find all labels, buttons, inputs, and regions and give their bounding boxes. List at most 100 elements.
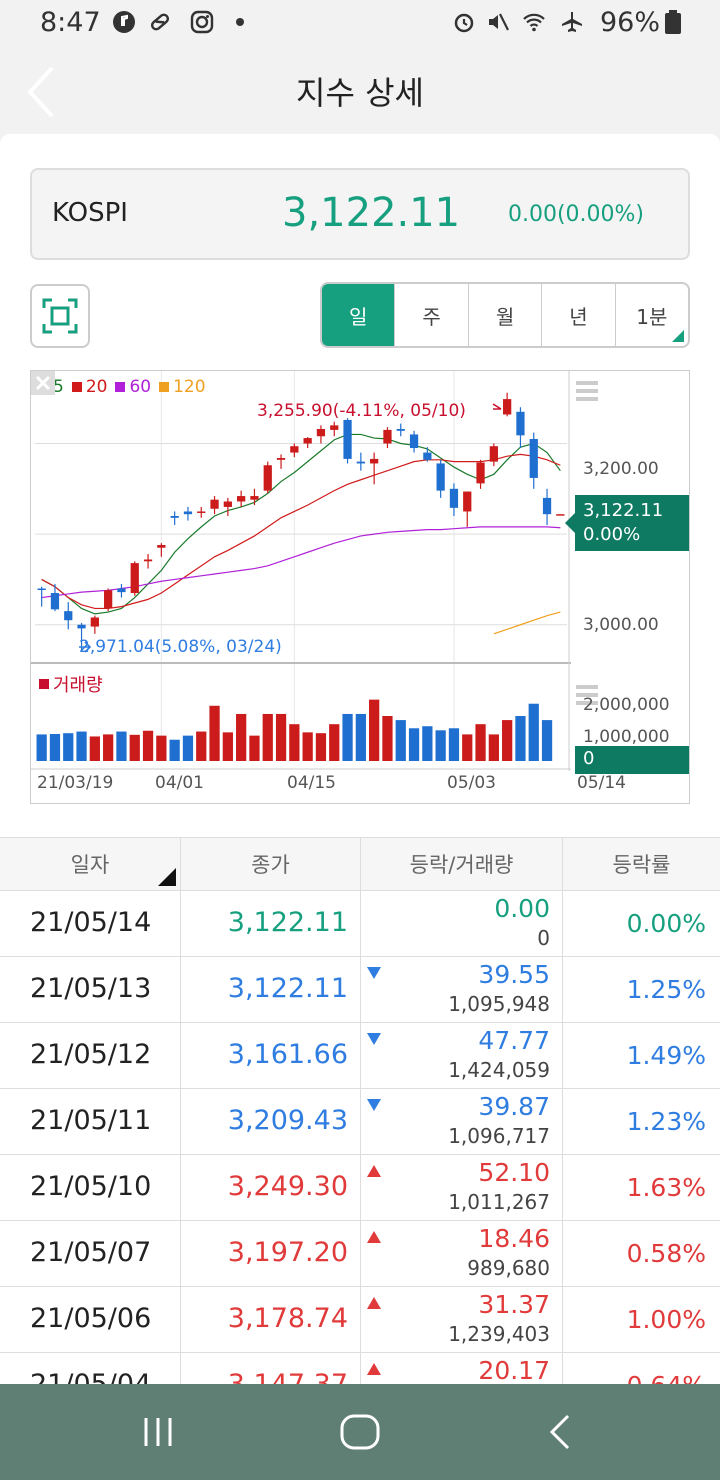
- cell-volume: 1,095,948: [448, 992, 550, 1016]
- x-tick: 05/14: [577, 773, 626, 793]
- daily-price-table: 일자 종가 등락/거래량 등락률 21/05/14 3,122.11 0.00 0 0.…: [0, 837, 720, 1384]
- volume-bar: [63, 733, 74, 761]
- x-tick: 04/15: [287, 773, 336, 793]
- low-arrow-icon: [79, 641, 92, 653]
- current-volume-tag: 0: [575, 746, 689, 774]
- table-row[interactable]: 21/05/12 3,161.66 47.77 1,424,059 1.49%: [0, 1023, 720, 1089]
- tab-daily[interactable]: 일: [322, 284, 395, 346]
- cell-volume: 1,239,403: [448, 1322, 550, 1346]
- tab-weekly[interactable]: 주: [394, 284, 467, 346]
- ma5-line: [41, 433, 561, 615]
- alarm-icon: [454, 13, 474, 33]
- table-row[interactable]: 21/05/14 3,122.11 0.00 0 0.00%: [0, 891, 720, 957]
- home-button[interactable]: [338, 1412, 382, 1452]
- legend-ma60: 60: [115, 377, 151, 397]
- cell-close: 3,147.37: [180, 1353, 360, 1384]
- candle-body: [37, 588, 46, 590]
- table-row[interactable]: 21/05/10 3,249.30 52.10 1,011,267 1.63%: [0, 1155, 720, 1221]
- volume-bar: [462, 734, 473, 761]
- x-tick: 05/03: [447, 773, 496, 793]
- cell-rate: 0.64%: [562, 1353, 720, 1384]
- volume-bar: [408, 728, 420, 761]
- volume-bar: [169, 739, 180, 761]
- price-ytick: 3,200.00: [583, 459, 659, 479]
- cell-close: 3,249.30: [180, 1155, 360, 1220]
- candle-body: [130, 563, 139, 594]
- index-change-pct: (0.00%): [556, 202, 644, 227]
- header-close[interactable]: 종가: [180, 838, 360, 890]
- candlestick-chart[interactable]: 5 20 60 120 3,255.90(-4.11%, 05/10) 2,97…: [30, 370, 690, 804]
- volume-bar: [435, 730, 446, 761]
- volume-bar: [382, 716, 393, 761]
- cell-rate: 0.00%: [562, 891, 720, 956]
- header-date[interactable]: 일자: [0, 838, 180, 890]
- cell-date: 21/05/13: [30, 973, 152, 1004]
- cell-close: 3,161.66: [180, 1023, 360, 1088]
- high-arrow-icon: [492, 403, 502, 410]
- index-change-amount: 0.00: [507, 202, 557, 227]
- screen-capture-button[interactable]: [30, 284, 90, 348]
- volume-bar: [329, 724, 340, 761]
- candle-body: [529, 438, 538, 478]
- cell-change: 31.37: [478, 1290, 550, 1319]
- cell-close: 3,209.43: [180, 1089, 360, 1154]
- cell-change-volume: 39.55 1,095,948: [360, 957, 562, 1022]
- volume-bar: [36, 734, 47, 761]
- candle-body: [383, 429, 392, 444]
- volume-bar: [342, 713, 353, 761]
- volume-bar: [528, 703, 539, 761]
- volume-bar: [262, 713, 273, 761]
- volume-ytick: 1,000,000: [583, 727, 670, 747]
- notification-dot-icon: [236, 18, 244, 26]
- status-time: 8:47: [40, 7, 101, 38]
- header-rate[interactable]: 등락률: [562, 838, 720, 890]
- cell-date: 21/05/04: [0, 1353, 180, 1384]
- table-row[interactable]: 21/05/06 3,178.74 31.37 1,239,403 1.00%: [0, 1287, 720, 1353]
- candle-body: [436, 463, 445, 491]
- airplane-icon: [562, 12, 582, 32]
- cell-volume: 0: [537, 926, 550, 950]
- table-row[interactable]: 21/05/13 3,122.11 39.55 1,095,948 1.25%: [0, 957, 720, 1023]
- candle-body: [183, 511, 193, 515]
- candle-body: [210, 499, 219, 509]
- back-button[interactable]: [20, 62, 68, 122]
- volume-bar: [475, 724, 486, 761]
- cell-rate: 1.63%: [562, 1155, 720, 1220]
- candle-body: [370, 458, 379, 464]
- chart-menu-icon: [576, 397, 598, 401]
- candle-body: [290, 446, 299, 453]
- volume-ytick: 2,000,000: [583, 695, 670, 715]
- back-nav-button[interactable]: [542, 1412, 582, 1452]
- volume-bar: [448, 728, 460, 761]
- volume-bar: [369, 699, 380, 761]
- cell-change: 52.10: [478, 1158, 550, 1187]
- cell-volume: 989,680: [467, 1256, 550, 1280]
- tab-yearly[interactable]: 년: [541, 284, 614, 346]
- volume-bar: [76, 731, 87, 761]
- chart-legend: 5 20 60 120: [39, 377, 206, 397]
- battery-icon: [665, 10, 681, 34]
- volume-bar: [49, 734, 61, 761]
- cell-change-volume: 0.00 0: [360, 891, 562, 956]
- table-row[interactable]: 21/05/07 3,197.20 18.46 989,680 0.58%: [0, 1221, 720, 1287]
- up-arrow-icon: [367, 1231, 381, 1243]
- close-volume-icon[interactable]: [31, 371, 55, 395]
- volume-bar: [502, 720, 513, 761]
- volume-bar: [422, 726, 433, 761]
- page-title: 지수 상세: [296, 74, 424, 112]
- tab-monthly[interactable]: 월: [467, 284, 541, 346]
- table-row[interactable]: 21/05/11 3,209.43 39.87 1,096,717 1.23%: [0, 1089, 720, 1155]
- recent-apps-button[interactable]: [138, 1412, 178, 1452]
- volume-bar: [515, 716, 526, 761]
- price-ytick: 3,000.00: [583, 615, 659, 635]
- x-tick: 21/03/19: [37, 773, 114, 793]
- cell-volume: 1,011,267: [448, 1190, 550, 1214]
- cell-volume: 1,424,059: [448, 1058, 550, 1082]
- chart-canvas: [31, 371, 598, 771]
- cell-close: 3,122.11: [180, 957, 360, 1022]
- table-row[interactable]: 21/05/043,147.37 20.17 0.64%: [0, 1353, 720, 1384]
- header-change-volume[interactable]: 등락/거래량: [360, 838, 562, 890]
- volume-bar: [275, 713, 287, 761]
- tab-minute[interactable]: 1분: [614, 284, 688, 346]
- candle-body: [316, 429, 326, 437]
